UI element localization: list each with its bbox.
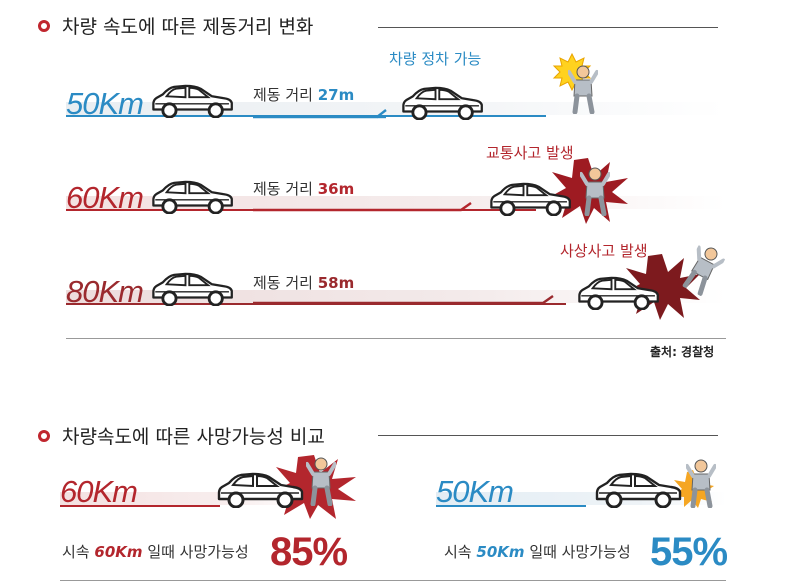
probability-speed: 50Km (476, 543, 525, 561)
probability-text: 시속 50Km 일때 사망가능성 (444, 541, 631, 562)
speed-label: 50Km (66, 86, 144, 121)
car-icon (216, 472, 308, 508)
probability-prefix: 시속 (444, 543, 472, 561)
probability-prefix: 시속 (62, 543, 90, 561)
probability-speed: 60Km (94, 543, 143, 561)
braking-distance: 제동 거리 36m (253, 178, 354, 199)
braking-arrow (253, 295, 554, 305)
car-icon (594, 472, 686, 508)
section1-title-text: 차량 속도에 따른 제동거리 변화 (62, 16, 314, 38)
lane-line (436, 505, 586, 507)
braking-distance: 제동 거리 27m (253, 84, 354, 105)
section2-title-text: 차량속도에 따른 사망가능성 비교 (62, 426, 325, 448)
car-icon (150, 84, 238, 118)
braking-arrow (253, 109, 387, 119)
section2-bottom-rule (60, 580, 726, 581)
car-icon (150, 180, 238, 214)
braking-distance-value: 36m (317, 180, 355, 198)
probability-suffix: 일때 사망가능성 (529, 543, 631, 561)
surprised-person-icon (552, 52, 600, 114)
braking-distance-label: 제동 거리 (253, 180, 313, 198)
braking-distance-value: 58m (317, 274, 355, 292)
flying-person-icon (688, 244, 722, 294)
braking-distance-label: 제동 거리 (253, 274, 313, 292)
section1-bottom-rule (66, 338, 726, 339)
injured-person-icon (306, 456, 338, 506)
section1-title: 차량 속도에 따른 제동거리 변화 (38, 12, 313, 39)
speed-label: 60Km (60, 474, 138, 509)
probability-percent: 55% (650, 530, 728, 574)
car-icon (488, 182, 576, 216)
lane-line (60, 505, 220, 507)
probability-percent: 85% (270, 530, 348, 574)
braking-distance-label: 제동 거리 (253, 86, 313, 104)
event-label: 교통사고 발생 (486, 144, 574, 162)
speed-label: 50Km (436, 474, 514, 509)
section2-title-rule (378, 435, 718, 436)
car-icon (400, 86, 488, 120)
probability-text: 시속 60Km 일때 사망가능성 (62, 541, 249, 562)
probability-suffix: 일때 사망가능성 (147, 543, 249, 561)
source-label: 출처: 경찰청 (650, 345, 715, 359)
bullet-icon (38, 429, 50, 442)
surprised-person-icon (686, 458, 718, 508)
car-icon (150, 272, 238, 306)
section1-title-rule (378, 27, 718, 28)
bullet-icon (38, 19, 50, 32)
speed-label: 60Km (66, 180, 144, 215)
braking-distance-value: 27m (317, 86, 355, 104)
injured-person-icon (580, 166, 612, 216)
braking-arrow (253, 202, 472, 212)
braking-distance: 제동 거리 58m (253, 272, 354, 293)
event-label: 사상사고 발생 (560, 242, 648, 260)
section2-title: 차량속도에 따른 사망가능성 비교 (38, 422, 325, 449)
event-label: 차량 정차 가능 (389, 50, 482, 68)
car-icon (576, 276, 664, 310)
speed-label: 80Km (66, 274, 144, 309)
